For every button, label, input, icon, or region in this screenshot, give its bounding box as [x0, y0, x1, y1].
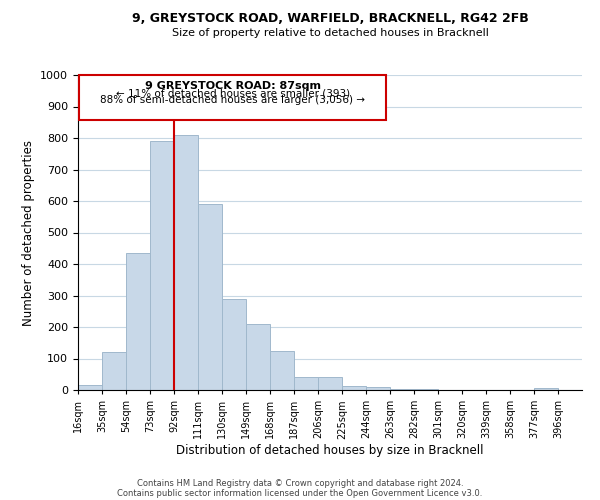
- Text: 88% of semi-detached houses are larger (3,056) →: 88% of semi-detached houses are larger (…: [100, 96, 365, 106]
- Text: Contains HM Land Registry data © Crown copyright and database right 2024.: Contains HM Land Registry data © Crown c…: [137, 478, 463, 488]
- Bar: [198, 204, 222, 390]
- Bar: [102, 352, 126, 390]
- Bar: [270, 350, 294, 390]
- X-axis label: Distribution of detached houses by size in Bracknell: Distribution of detached houses by size …: [176, 444, 484, 457]
- Bar: [318, 378, 342, 390]
- Text: 9 GREYSTOCK ROAD: 87sqm: 9 GREYSTOCK ROAD: 87sqm: [145, 80, 321, 90]
- Text: Size of property relative to detached houses in Bracknell: Size of property relative to detached ho…: [172, 28, 488, 38]
- Bar: [294, 378, 318, 390]
- Bar: [78, 386, 102, 390]
- Bar: [534, 388, 558, 390]
- Bar: [342, 386, 366, 390]
- Y-axis label: Number of detached properties: Number of detached properties: [22, 140, 35, 326]
- Bar: [246, 324, 270, 390]
- Bar: [390, 389, 414, 390]
- Bar: [366, 388, 390, 390]
- Bar: [150, 141, 174, 390]
- FancyBboxPatch shape: [79, 75, 386, 120]
- Text: Contains public sector information licensed under the Open Government Licence v3: Contains public sector information licen…: [118, 488, 482, 498]
- Bar: [126, 253, 150, 390]
- Text: 9, GREYSTOCK ROAD, WARFIELD, BRACKNELL, RG42 2FB: 9, GREYSTOCK ROAD, WARFIELD, BRACKNELL, …: [131, 12, 529, 26]
- Bar: [222, 298, 246, 390]
- Text: ← 11% of detached houses are smaller (393): ← 11% of detached houses are smaller (39…: [116, 88, 350, 98]
- Bar: [174, 135, 198, 390]
